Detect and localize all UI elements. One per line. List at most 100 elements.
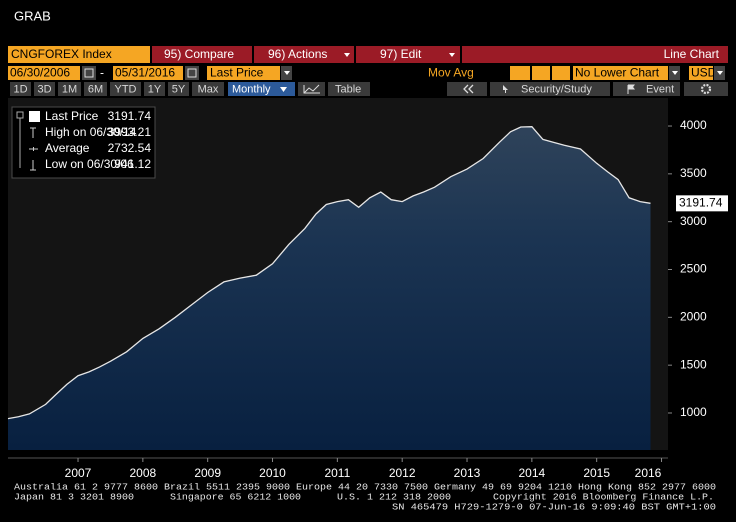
chart-icon xyxy=(303,84,320,94)
last-price-label: 3191.74 xyxy=(679,196,723,210)
period-label: 5Y xyxy=(172,83,186,95)
date-separator: - xyxy=(100,66,104,80)
security-study-button[interactable] xyxy=(490,82,610,96)
period-button[interactable] xyxy=(110,82,141,96)
x-tick-label: 2015 xyxy=(583,466,610,480)
footer-contact: Singapore 65 6212 1000 xyxy=(170,492,301,503)
security-box[interactable] xyxy=(8,46,150,63)
flag-icon xyxy=(627,84,635,94)
period-label: 1Y xyxy=(148,83,162,95)
area xyxy=(8,126,651,450)
period-button[interactable] xyxy=(192,82,224,96)
period-label: Max xyxy=(198,83,219,95)
y-tick-label: 3000 xyxy=(680,214,707,228)
event: Event xyxy=(646,83,674,95)
x-tick-label: 2007 xyxy=(65,466,92,480)
dropdown-arrow xyxy=(672,71,678,75)
x-tick-label: 2016 xyxy=(635,466,662,480)
y-tick-label: 4000 xyxy=(680,118,707,132)
calendar-glyph xyxy=(187,68,197,78)
study-input[interactable] xyxy=(532,66,550,80)
dropdown-arrow xyxy=(717,71,723,75)
session-info: SN 465479 H729-1279-0 07-Jun-16 9:09:40 … xyxy=(392,502,716,513)
y-tick-label: 1000 xyxy=(680,405,707,419)
dropdown-arrow xyxy=(284,71,290,75)
price-line xyxy=(7,126,651,420)
copyright: Copyright 2016 Bloomberg Finance L.P. xyxy=(493,492,714,503)
legend-icon xyxy=(30,127,36,138)
footer-contact: Japan 81 3 3201 8900 xyxy=(14,492,134,503)
period-button[interactable] xyxy=(144,82,165,96)
table: Table xyxy=(335,83,361,95)
security: CNGFOREX Index xyxy=(11,47,112,61)
dropdown-arrow xyxy=(449,53,455,57)
field-box[interactable] xyxy=(207,66,280,80)
legend-stat-value: 2732.54 xyxy=(108,141,152,155)
date-box[interactable] xyxy=(8,66,80,80)
date-box[interactable] xyxy=(113,66,183,80)
lower-chart: No Lower Chart xyxy=(575,66,660,80)
last-price-tag xyxy=(676,195,728,212)
legend-name: Last Price xyxy=(45,109,99,123)
start-date: 06/30/2006 xyxy=(10,66,70,80)
actions-button[interactable]: 96) Actions xyxy=(268,47,327,61)
period-buttons: 1D 3D 1M 6M YTD 1Y 5Y Max xyxy=(10,82,224,96)
period-button[interactable] xyxy=(10,82,31,96)
legend-stat-value: 941.12 xyxy=(114,157,151,171)
frequency-button[interactable] xyxy=(228,82,295,96)
legend-value: 3191.74 xyxy=(108,109,152,123)
security-study: Security/Study xyxy=(521,83,592,95)
y-tick-label: 2000 xyxy=(680,310,707,324)
x-tick-label: 2013 xyxy=(454,466,481,480)
x-tick-label: 2011 xyxy=(324,466,350,480)
period-label: 1D xyxy=(13,83,27,95)
lower-chart-box[interactable] xyxy=(573,66,668,80)
legend-icon xyxy=(29,147,38,151)
y-tick-label: 3500 xyxy=(680,166,707,180)
y-tick-label: 1500 xyxy=(680,357,707,371)
edit-button[interactable]: 97) Edit xyxy=(380,47,422,61)
period-button[interactable] xyxy=(84,82,107,96)
collapse-icon xyxy=(463,84,474,94)
collapse-button[interactable] xyxy=(447,82,487,96)
table-button[interactable] xyxy=(328,82,370,96)
legend-swatch xyxy=(29,111,40,122)
period-label: 3D xyxy=(37,83,51,95)
footer-line: Australia 61 2 9777 8600 Brazil 5511 239… xyxy=(14,482,716,493)
y-tick-label: 2500 xyxy=(680,262,707,276)
cursor-icon xyxy=(503,85,508,93)
compare-button[interactable]: 95) Compare xyxy=(164,47,234,61)
currency-box[interactable] xyxy=(689,66,713,80)
study-label: Mov Avg xyxy=(428,66,474,80)
study-input[interactable] xyxy=(510,66,530,80)
study-input[interactable] xyxy=(552,66,570,80)
end-date: 05/31/2016 xyxy=(115,66,175,80)
legend-stat-value: 3993.21 xyxy=(108,125,152,139)
legend-box-icon xyxy=(16,111,24,168)
chart-icon-button[interactable] xyxy=(298,82,325,96)
legend-stat-label: Low on 06/30/06 xyxy=(45,157,134,171)
calendar-icon[interactable] xyxy=(82,66,96,80)
period-button[interactable] xyxy=(168,82,189,96)
legend-icon xyxy=(30,160,36,171)
legend-stat-label: High on 06/30/14 xyxy=(45,125,137,139)
period-button[interactable] xyxy=(58,82,81,96)
chart-type[interactable]: Line Chart xyxy=(664,47,720,61)
x-tick-label: 2014 xyxy=(518,466,545,480)
menu-bar xyxy=(152,46,728,63)
x-tick-label: 2012 xyxy=(389,466,416,480)
calendar-icon[interactable] xyxy=(185,66,199,80)
settings-button[interactable] xyxy=(684,82,728,96)
calendar-glyph xyxy=(84,68,94,78)
x-tick-label: 2009 xyxy=(194,466,221,480)
gear-icon xyxy=(700,83,712,95)
window-title: GRAB xyxy=(14,8,51,23)
legend-stat-label: Average xyxy=(45,141,90,155)
footer-contact: U.S. 1 212 318 2000 xyxy=(337,492,451,503)
period-label: YTD xyxy=(115,83,137,95)
period-label: 6M xyxy=(88,83,103,95)
x-tick-label: 2008 xyxy=(130,466,157,480)
dropdown-arrow xyxy=(344,53,350,57)
frequency: Monthly xyxy=(232,83,271,95)
period-button[interactable] xyxy=(34,82,55,96)
